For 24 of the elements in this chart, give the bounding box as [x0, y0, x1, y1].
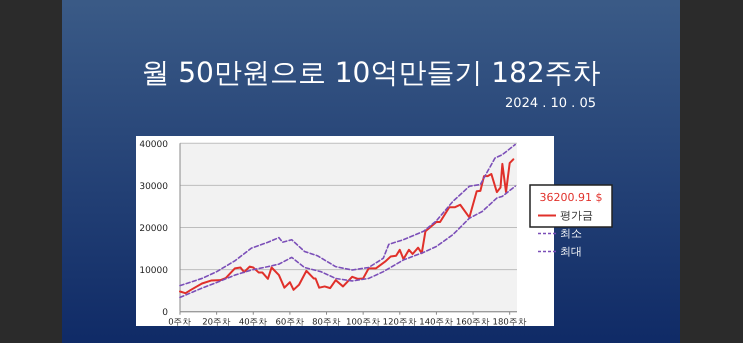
x-tick-label: 180주차 — [492, 318, 527, 328]
y-tick-label: 10000 — [139, 266, 168, 276]
x-tick-label: 20주차 — [202, 318, 232, 328]
y-tick-label: 20000 — [139, 224, 168, 234]
line-series — [179, 158, 514, 294]
legend-label: 최대 — [560, 245, 582, 258]
x-tick-label: 80주차 — [312, 318, 341, 328]
x-tick-label: 0주차 — [168, 318, 192, 328]
line-series — [179, 185, 516, 298]
x-tick-label: 140주차 — [419, 318, 454, 328]
y-tick-label: 0 — [162, 308, 168, 318]
chart-title: 월 50만원으로 10억만들기 182주차 — [141, 56, 601, 89]
line-series — [179, 144, 516, 286]
legend-label: 최소 — [560, 227, 582, 240]
text: 2024 . 10 . 05 — [505, 96, 596, 111]
x-tick-label: 160주차 — [456, 318, 490, 328]
x-tick-label: 40주차 — [238, 318, 268, 328]
x-tick-label: 120주차 — [382, 318, 417, 328]
x-tick-label: 100주차 — [346, 318, 380, 328]
text: 36200.91 $ — [540, 191, 602, 204]
x-tick-label: 60주차 — [275, 318, 304, 328]
y-tick-label: 30000 — [139, 182, 168, 192]
legend-label: 평가금 — [560, 209, 593, 222]
y-tick-label: 40000 — [139, 140, 168, 150]
